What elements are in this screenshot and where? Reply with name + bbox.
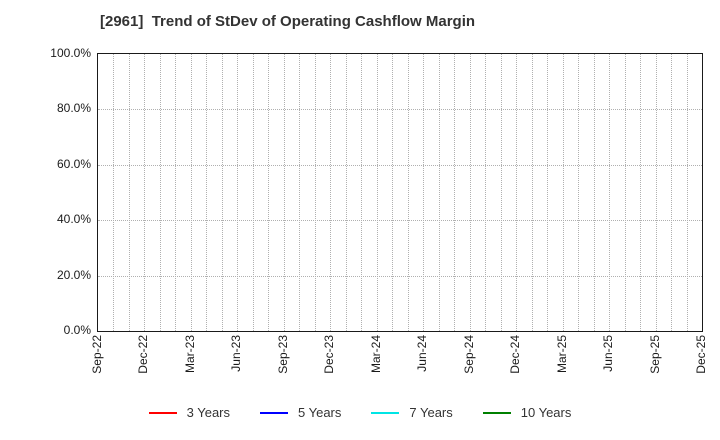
gridline-vertical (438, 54, 440, 331)
x-axis-tick-label: Mar-24 (368, 335, 383, 374)
legend: 3 Years 5 Years 7 Years 10 Years (0, 402, 720, 424)
gridline-vertical (423, 54, 425, 331)
gridline-vertical (314, 54, 316, 331)
x-axis-tick-label: Jun-23 (229, 335, 244, 372)
gridline-vertical (500, 54, 502, 331)
x-axis-tick-label: Sep-22 (90, 335, 104, 374)
y-axis-tick-label: 80.0% (56, 101, 91, 116)
gridline-vertical (485, 54, 487, 331)
x-axis-tick-label: Mar-25 (554, 335, 569, 374)
legend-item-label: 3 Years (186, 405, 230, 420)
gridline-vertical (159, 54, 161, 331)
gridline-vertical (221, 54, 223, 331)
gridline-vertical (283, 54, 285, 331)
x-axis-tick-label: Dec-24 (508, 335, 523, 374)
legend-line-swatch (482, 412, 511, 414)
legend-item-label: 5 Years (298, 405, 342, 420)
gridline-vertical (252, 54, 254, 331)
y-axis-tick-label: 100.0% (50, 46, 91, 60)
gridline-vertical (190, 54, 192, 331)
y-axis-tick-label: 40.0% (56, 212, 91, 227)
legend-line-swatch (260, 412, 288, 414)
gridline-vertical (609, 54, 611, 331)
gridline-vertical (144, 54, 146, 331)
y-axis-tick-label: 20.0% (56, 267, 91, 282)
x-axis-tick-label: Sep-24 (461, 335, 476, 374)
chart-title: [2961] Trend of StDev of Operating Cashf… (100, 13, 476, 30)
legend-item: 10 Years (482, 405, 572, 421)
gridline-horizontal (98, 275, 702, 277)
y-axis-tick-label: 0.0% (63, 323, 91, 337)
gridline-vertical (206, 54, 208, 331)
x-axis-tick-label: Jun-25 (601, 335, 616, 372)
gridline-vertical (640, 54, 642, 331)
y-axis-tick-label: 60.0% (56, 156, 91, 171)
legend-item-label: 10 Years (520, 405, 572, 420)
legend-line-swatch (371, 412, 400, 414)
gridline-horizontal (98, 164, 702, 166)
x-axis-tick-label: Mar-23 (182, 335, 197, 374)
gridline-vertical (624, 54, 626, 331)
gridline-vertical (268, 54, 270, 331)
gridline-vertical (516, 54, 518, 331)
gridline-vertical (593, 54, 595, 331)
gridline-vertical (407, 54, 409, 331)
gridline-vertical (671, 54, 673, 331)
legend-item-label: 7 Years (409, 405, 453, 420)
gridline-vertical (113, 54, 115, 331)
x-axis-tick-label: Jun-24 (415, 335, 430, 372)
gridline-vertical (578, 54, 580, 331)
legend-item: 7 Years (371, 405, 453, 421)
gridline-vertical (686, 54, 688, 331)
plot-area (97, 53, 703, 332)
gridline-vertical (562, 54, 564, 331)
gridline-vertical (531, 54, 533, 331)
gridline-vertical (299, 54, 301, 331)
legend-item: 5 Years (260, 405, 341, 421)
gridline-vertical (454, 54, 456, 331)
x-axis-tick-label: Sep-23 (275, 335, 290, 374)
gridline-vertical (547, 54, 549, 331)
x-axis-tick-label: Dec-25 (694, 335, 708, 374)
gridline-vertical (469, 54, 471, 331)
x-axis-tick-label: Dec-22 (136, 335, 151, 374)
gridline-horizontal (98, 109, 702, 111)
gridline-vertical (361, 54, 363, 331)
gridline-horizontal (98, 220, 702, 222)
legend-line-swatch (148, 412, 177, 414)
x-axis-tick-label: Sep-25 (647, 335, 662, 374)
gridline-vertical (376, 54, 378, 331)
gridline-vertical (655, 54, 657, 331)
gridline-vertical (175, 54, 177, 331)
gridline-vertical (128, 54, 130, 331)
gridline-vertical (237, 54, 239, 331)
x-axis-tick-label: Dec-23 (322, 335, 337, 374)
legend-item: 3 Years (148, 405, 230, 421)
gridline-vertical (392, 54, 394, 331)
gridline-vertical (330, 54, 332, 331)
gridline-vertical (345, 54, 347, 331)
